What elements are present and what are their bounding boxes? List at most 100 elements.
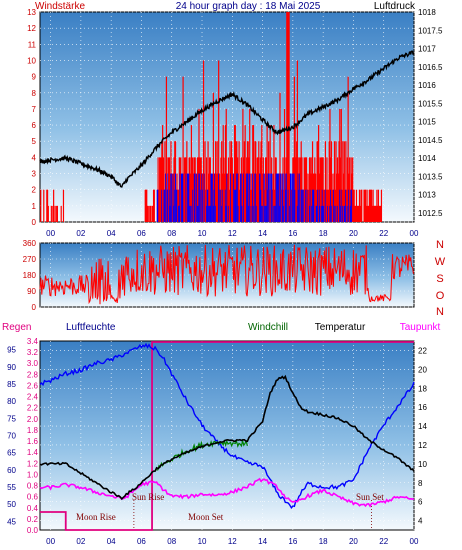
weather-marks: [39, 341, 415, 531]
wind-pressure-marks: [39, 12, 415, 222]
wind-speed-tick-2: 2: [32, 186, 37, 195]
rain-tick-17: 3.4: [27, 337, 39, 346]
pressure-tick-11: 1018: [418, 8, 436, 17]
pressure-tick-7: 1016: [418, 81, 436, 90]
windchill-label: Windchill: [248, 322, 288, 333]
wind-direction-line: [39, 244, 414, 305]
humidity-tick-1: 50: [7, 500, 16, 509]
wind-speed-tick-8: 8: [32, 89, 37, 98]
compass-label-3: O: [436, 290, 445, 302]
wind-speed-tick-1: 1: [32, 202, 37, 211]
humidity-label: Luftfeuchte: [66, 322, 116, 333]
p3-x-tick-6: 12: [228, 537, 237, 546]
pressure-line: [39, 50, 415, 188]
p1-x-tick-10: 20: [349, 229, 358, 238]
rain-tick-14: 2.8: [27, 370, 39, 379]
sun-rise-annotation: Sun Rise: [132, 492, 164, 502]
p3-x-tick-3: 06: [137, 537, 146, 546]
humidity-tick-0: 45: [7, 517, 16, 526]
pressure-tick-5: 1015: [418, 118, 436, 127]
temperature-tick-9: 22: [418, 346, 427, 355]
wind-speed-tick-3: 3: [32, 170, 37, 179]
pressure-tick-8: 1016.5: [418, 63, 443, 72]
pressure-tick-4: 1014.5: [418, 136, 443, 145]
wind-direction-tick-4: 360: [23, 239, 37, 248]
p3-x-tick-8: 16: [288, 537, 297, 546]
p1-x-tick-6: 12: [228, 229, 237, 238]
moon-set-annotation: Moon Set: [188, 512, 224, 522]
wind-speed-tick-0: 0: [32, 218, 37, 227]
wind-speed-tick-4: 4: [32, 153, 37, 162]
wind-speed-tick-11: 11: [28, 40, 37, 49]
pressure-tick-9: 1017: [418, 45, 436, 54]
wind-speed-tick-9: 9: [32, 73, 37, 82]
sun-set-annotation: Sun Set: [356, 492, 384, 502]
temperature-tick-4: 12: [418, 441, 427, 450]
wind-direction-tick-3: 270: [23, 255, 37, 264]
wind-pressure-grid: [40, 11, 415, 223]
humidity-tick-4: 65: [7, 449, 16, 458]
p3-x-tick-10: 20: [349, 537, 358, 546]
weather-axis-ticks: 0.0 0.2 0.4 0.6 0.8 1.0 1.2 1.4 1.6 1.8 2.0 2.2 2.4 2…: [7, 337, 427, 546]
rain-line: [40, 341, 414, 531]
p3-x-tick-5: 10: [198, 537, 207, 546]
wind-direction-tick-2: 180: [23, 271, 37, 280]
pressure-tick-1: 1013: [418, 191, 436, 200]
humidity-tick-3: 60: [7, 466, 16, 475]
dewpoint-label: Taupunkt: [400, 322, 441, 333]
humidity-tick-2: 55: [7, 483, 16, 492]
wind-speed-tick-13: 13: [27, 8, 36, 17]
humidity-tick-7: 80: [7, 397, 16, 406]
temperature-label: Temperatur: [315, 322, 366, 333]
rain-tick-0: 0.0: [27, 526, 39, 535]
p1-x-tick-9: 18: [319, 229, 328, 238]
wind-direction-marks: [39, 244, 414, 305]
wind-speed-tick-6: 6: [32, 121, 37, 130]
rain-tick-2: 0.4: [27, 504, 39, 513]
weather-plot-area: [39, 340, 415, 531]
humidity-tick-9: 90: [7, 363, 16, 372]
p1-x-tick-11: 22: [379, 229, 388, 238]
temperature-tick-7: 18: [418, 384, 427, 393]
p3-x-tick-9: 18: [319, 537, 328, 546]
temperature-tick-0: 4: [418, 517, 423, 526]
humidity-tick-6: 75: [7, 414, 16, 423]
temperature-tick-8: 20: [418, 365, 427, 374]
compass-label-1: W: [435, 256, 446, 268]
wind-pressure-axis-ticks: 0123456789101112131012.510131013.5101410…: [27, 8, 443, 238]
wind-speed-label: Windstärke: [35, 1, 85, 12]
rain-tick-6: 1.2: [27, 459, 39, 468]
p3-x-tick-12: 00: [410, 537, 419, 546]
wind-speed-tick-5: 5: [32, 137, 37, 146]
p3-x-tick-4: 08: [167, 537, 176, 546]
p1-x-tick-7: 14: [258, 229, 267, 238]
compass-label-2: S: [436, 273, 443, 285]
compass-label-4: N: [436, 306, 444, 318]
p1-x-tick-4: 08: [167, 229, 176, 238]
rain-tick-12: 2.4: [27, 393, 39, 402]
rain-tick-1: 0.2: [27, 515, 39, 524]
pressure-tick-10: 1017.5: [418, 26, 443, 35]
rain-tick-8: 1.6: [27, 437, 39, 446]
p1-x-tick-5: 10: [198, 229, 207, 238]
pressure-tick-2: 1013.5: [418, 172, 443, 181]
wind-direction-tick-1: 90: [27, 287, 36, 296]
rain-tick-13: 2.6: [27, 381, 39, 390]
rain-tick-10: 2.0: [27, 415, 39, 424]
temperature-tick-3: 10: [418, 460, 427, 469]
p1-x-tick-12: 00: [410, 229, 419, 238]
rain-tick-3: 0.6: [27, 493, 39, 502]
rain-tick-5: 1.0: [27, 470, 39, 479]
wind-speed-tick-7: 7: [32, 105, 37, 114]
p1-x-tick-0: 00: [46, 229, 55, 238]
temperature-line: [39, 374, 415, 501]
wind-speed-tick-12: 12: [27, 24, 36, 33]
rain-tick-4: 0.8: [27, 482, 39, 491]
humidity-tick-5: 70: [7, 432, 16, 441]
p3-x-tick-7: 14: [258, 537, 267, 546]
humidity-tick-8: 85: [7, 380, 16, 389]
compass-label-0: N: [436, 239, 444, 251]
p1-x-tick-3: 06: [137, 229, 146, 238]
